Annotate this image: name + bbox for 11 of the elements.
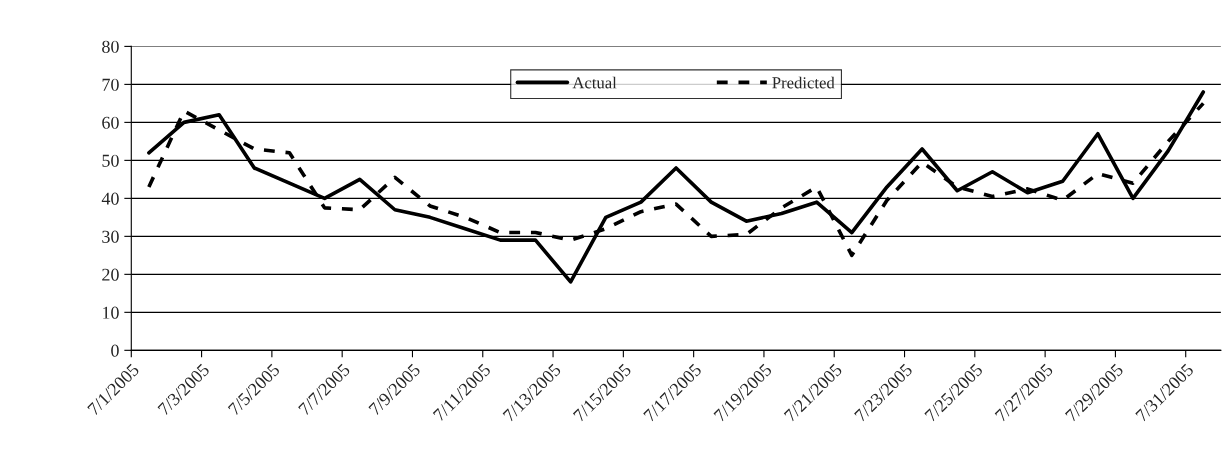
y-tick-label: 70 — [102, 78, 119, 91]
y-tick-label: 80 — [102, 40, 119, 53]
y-tick-label: 20 — [102, 268, 119, 281]
y-tick-label: 40 — [101, 192, 119, 205]
legend-label: Predicted — [772, 76, 835, 89]
y-tick-label: 50 — [102, 154, 119, 167]
legend-label: Actual — [572, 76, 617, 89]
y-tick-label: 30 — [102, 230, 119, 243]
y-tick-label: 0 — [111, 344, 119, 357]
y-tick-label: 60 — [102, 116, 119, 129]
y-tick-label: 10 — [103, 306, 119, 319]
